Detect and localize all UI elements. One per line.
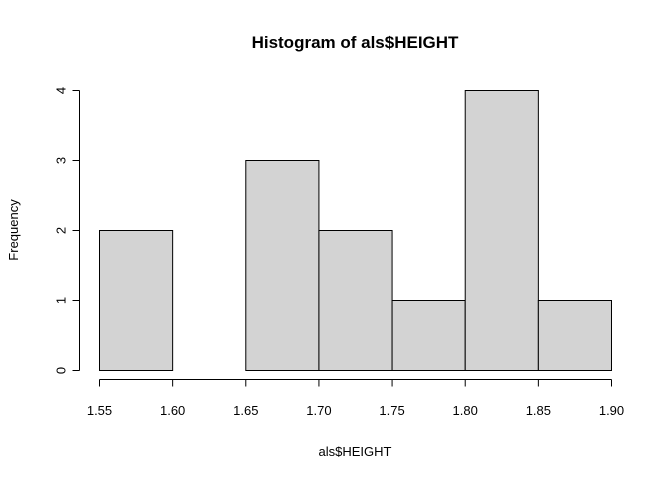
y-tick-label: 0 xyxy=(53,367,68,374)
x-axis-title: als$HEIGHT xyxy=(319,444,392,459)
bars-group xyxy=(99,90,612,371)
x-tick-label: 1.75 xyxy=(379,403,404,418)
x-tick-label: 1.90 xyxy=(599,403,624,418)
y-tick-label: 3 xyxy=(53,157,68,164)
histogram-bar xyxy=(99,230,174,371)
x-tick-label: 1.65 xyxy=(233,403,258,418)
y-tick-label: 1 xyxy=(53,297,68,304)
histogram-bar xyxy=(537,300,612,371)
x-tick-label: 1.85 xyxy=(526,403,551,418)
y-tick-label: 4 xyxy=(53,87,68,94)
histogram-bar xyxy=(391,300,466,371)
x-tick-label: 1.55 xyxy=(87,403,112,418)
y-axis-title: Frequency xyxy=(6,199,21,261)
x-tick-label: 1.70 xyxy=(306,403,331,418)
y-axis: 0 1 2 3 4 xyxy=(53,87,80,374)
histogram-bar xyxy=(464,90,539,371)
x-axis: 1.55 1.60 1.65 1.70 1.75 1.80 1.85 1.90 xyxy=(87,379,624,418)
x-tick-label: 1.80 xyxy=(453,403,478,418)
chart-title: Histogram of als$HEIGHT xyxy=(252,33,459,52)
histogram-bar xyxy=(318,230,393,371)
x-tick-label: 1.60 xyxy=(160,403,185,418)
histogram-bar xyxy=(245,160,320,371)
y-tick-label: 2 xyxy=(53,227,68,234)
